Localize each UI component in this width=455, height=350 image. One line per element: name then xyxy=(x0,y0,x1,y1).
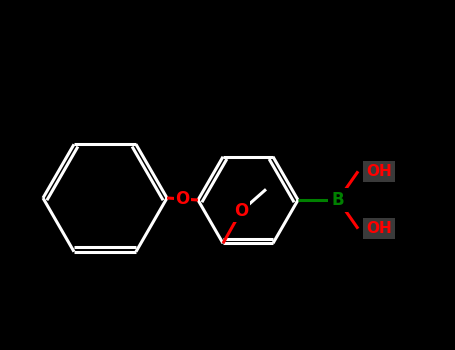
Text: O: O xyxy=(175,190,190,208)
Text: O: O xyxy=(234,202,248,220)
Text: OH: OH xyxy=(366,164,392,179)
Text: B: B xyxy=(332,191,344,209)
Text: OH: OH xyxy=(366,221,392,236)
